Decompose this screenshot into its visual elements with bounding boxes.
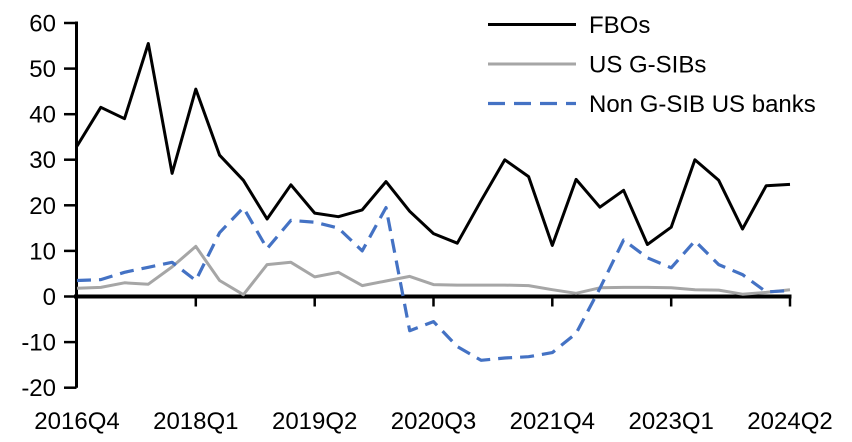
x-axis: 2016Q4 2018Q1 2019Q2 2020Q3 2021Q4 2023Q… <box>34 294 833 435</box>
legend: FBOs US G-SIBs Non G-SIB US banks <box>488 12 816 118</box>
y-tick-label: -10 <box>21 330 56 357</box>
y-tick-label: -20 <box>21 375 56 402</box>
legend-label-us-gsibs: US G-SIBs <box>589 52 706 79</box>
legend-label-fbos: FBOs <box>589 12 650 39</box>
y-tick-label: 10 <box>29 238 56 265</box>
y-tick-label: 30 <box>29 147 56 174</box>
x-tick-label: 2020Q3 <box>391 408 476 435</box>
y-tick-label: 60 <box>29 11 56 38</box>
x-tick-label: 2023Q1 <box>628 408 713 435</box>
legend-label-non-gsib-banks: Non G-SIB US banks <box>589 91 816 118</box>
y-axis: 60 50 40 30 20 10 0 -10 -20 <box>21 11 78 402</box>
series-line-us-gsibs <box>76 244 791 297</box>
y-tick-label: 50 <box>29 56 56 83</box>
x-tick-label: 2016Q4 <box>34 408 119 435</box>
series-line-fbos <box>75 42 791 247</box>
y-tick-label: 0 <box>43 284 56 311</box>
y-tick-label: 40 <box>29 102 56 129</box>
y-tick-label: 20 <box>29 193 56 220</box>
series-line-non-gsib-banks <box>76 206 791 362</box>
x-tick-label: 2021Q4 <box>510 408 595 435</box>
x-tick-label: 2018Q1 <box>153 408 238 435</box>
x-tick-label: 2024Q2 <box>747 408 832 435</box>
x-tick-label: 2019Q2 <box>272 408 357 435</box>
